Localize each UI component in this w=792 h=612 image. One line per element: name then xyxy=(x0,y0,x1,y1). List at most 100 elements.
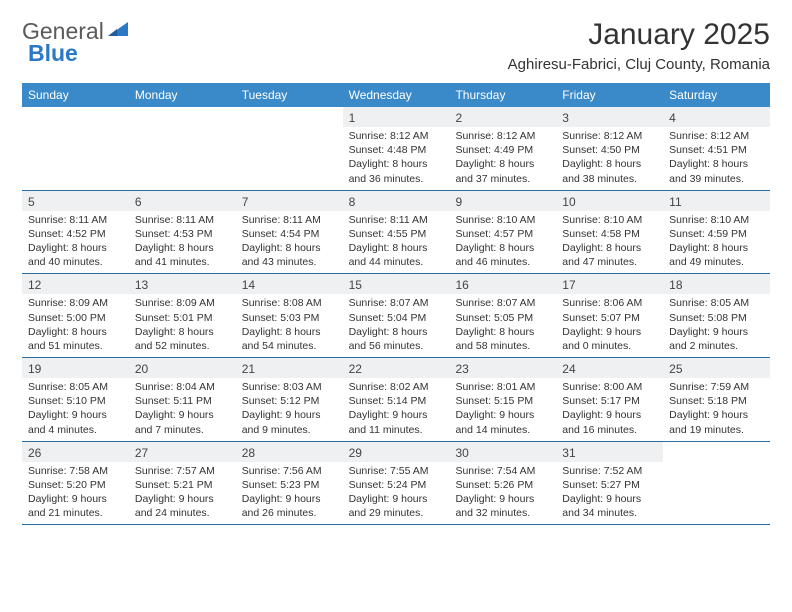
daylight-text-line2: and 44 minutes. xyxy=(349,255,444,269)
logo-text-blue: Blue xyxy=(28,40,78,66)
sunrise-text: Sunrise: 7:54 AM xyxy=(455,464,550,478)
day-number: 30 xyxy=(449,442,556,462)
day-cell: 17Sunrise: 8:06 AMSunset: 5:07 PMDayligh… xyxy=(556,274,663,357)
sunrise-text: Sunrise: 8:07 AM xyxy=(455,296,550,310)
day-body: Sunrise: 7:52 AMSunset: 5:27 PMDaylight:… xyxy=(556,464,663,525)
daylight-text-line1: Daylight: 8 hours xyxy=(242,325,337,339)
sunset-text: Sunset: 5:23 PM xyxy=(242,478,337,492)
daylight-text-line2: and 38 minutes. xyxy=(562,172,657,186)
daylight-text-line2: and 51 minutes. xyxy=(28,339,123,353)
daylight-text-line1: Daylight: 8 hours xyxy=(669,241,764,255)
day-cell: 24Sunrise: 8:00 AMSunset: 5:17 PMDayligh… xyxy=(556,358,663,441)
day-number: 23 xyxy=(449,358,556,378)
day-body: Sunrise: 8:05 AMSunset: 5:10 PMDaylight:… xyxy=(22,380,129,441)
day-number: 18 xyxy=(663,274,770,294)
daylight-text-line2: and 36 minutes. xyxy=(349,172,444,186)
daylight-text-line1: Daylight: 8 hours xyxy=(455,325,550,339)
daylight-text-line2: and 32 minutes. xyxy=(455,506,550,520)
daylight-text-line1: Daylight: 8 hours xyxy=(349,325,444,339)
day-cell: 27Sunrise: 7:57 AMSunset: 5:21 PMDayligh… xyxy=(129,442,236,525)
daylight-text-line2: and 24 minutes. xyxy=(135,506,230,520)
day-body: Sunrise: 8:06 AMSunset: 5:07 PMDaylight:… xyxy=(556,296,663,357)
week-row: 19Sunrise: 8:05 AMSunset: 5:10 PMDayligh… xyxy=(22,358,770,442)
day-body: Sunrise: 8:12 AMSunset: 4:49 PMDaylight:… xyxy=(449,129,556,190)
daylight-text-line1: Daylight: 9 hours xyxy=(669,325,764,339)
day-number: 1 xyxy=(343,107,450,127)
daylight-text-line2: and 52 minutes. xyxy=(135,339,230,353)
sunset-text: Sunset: 4:48 PM xyxy=(349,143,444,157)
day-cell: 9Sunrise: 8:10 AMSunset: 4:57 PMDaylight… xyxy=(449,191,556,274)
sunset-text: Sunset: 5:15 PM xyxy=(455,394,550,408)
day-body: Sunrise: 8:05 AMSunset: 5:08 PMDaylight:… xyxy=(663,296,770,357)
day-number: 8 xyxy=(343,191,450,211)
daylight-text-line1: Daylight: 9 hours xyxy=(562,492,657,506)
sunrise-text: Sunrise: 7:56 AM xyxy=(242,464,337,478)
sunrise-text: Sunrise: 7:59 AM xyxy=(669,380,764,394)
weekday-thursday: Thursday xyxy=(449,83,556,107)
day-number: 6 xyxy=(129,191,236,211)
sunrise-text: Sunrise: 8:00 AM xyxy=(562,380,657,394)
day-cell: 23Sunrise: 8:01 AMSunset: 5:15 PMDayligh… xyxy=(449,358,556,441)
day-cell: 4Sunrise: 8:12 AMSunset: 4:51 PMDaylight… xyxy=(663,107,770,190)
daylight-text-line1: Daylight: 8 hours xyxy=(28,241,123,255)
day-cell: 14Sunrise: 8:08 AMSunset: 5:03 PMDayligh… xyxy=(236,274,343,357)
daylight-text-line2: and 37 minutes. xyxy=(455,172,550,186)
daylight-text-line2: and 9 minutes. xyxy=(242,423,337,437)
daylight-text-line1: Daylight: 9 hours xyxy=(135,408,230,422)
day-body: Sunrise: 8:07 AMSunset: 5:05 PMDaylight:… xyxy=(449,296,556,357)
sunset-text: Sunset: 5:10 PM xyxy=(28,394,123,408)
day-number: 13 xyxy=(129,274,236,294)
sunrise-text: Sunrise: 8:03 AM xyxy=(242,380,337,394)
daylight-text-line1: Daylight: 8 hours xyxy=(135,241,230,255)
daylight-text-line2: and 43 minutes. xyxy=(242,255,337,269)
week-row: 5Sunrise: 8:11 AMSunset: 4:52 PMDaylight… xyxy=(22,191,770,275)
sunset-text: Sunset: 5:21 PM xyxy=(135,478,230,492)
calendar: SundayMondayTuesdayWednesdayThursdayFrid… xyxy=(22,83,770,525)
day-cell: 29Sunrise: 7:55 AMSunset: 5:24 PMDayligh… xyxy=(343,442,450,525)
day-number: 14 xyxy=(236,274,343,294)
sunset-text: Sunset: 5:27 PM xyxy=(562,478,657,492)
day-cell: 7Sunrise: 8:11 AMSunset: 4:54 PMDaylight… xyxy=(236,191,343,274)
day-body: Sunrise: 8:10 AMSunset: 4:58 PMDaylight:… xyxy=(556,213,663,274)
daylight-text-line1: Daylight: 8 hours xyxy=(562,157,657,171)
day-number: 4 xyxy=(663,107,770,127)
day-cell: 25Sunrise: 7:59 AMSunset: 5:18 PMDayligh… xyxy=(663,358,770,441)
daylight-text-line2: and 16 minutes. xyxy=(562,423,657,437)
day-number: 7 xyxy=(236,191,343,211)
week-row: 12Sunrise: 8:09 AMSunset: 5:00 PMDayligh… xyxy=(22,274,770,358)
day-cell: 12Sunrise: 8:09 AMSunset: 5:00 PMDayligh… xyxy=(22,274,129,357)
daylight-text-line1: Daylight: 8 hours xyxy=(28,325,123,339)
daylight-text-line2: and 41 minutes. xyxy=(135,255,230,269)
daylight-text-line1: Daylight: 9 hours xyxy=(349,492,444,506)
sunrise-text: Sunrise: 8:09 AM xyxy=(28,296,123,310)
daylight-text-line2: and 54 minutes. xyxy=(242,339,337,353)
sunset-text: Sunset: 5:07 PM xyxy=(562,311,657,325)
day-body: Sunrise: 8:12 AMSunset: 4:51 PMDaylight:… xyxy=(663,129,770,190)
sunrise-text: Sunrise: 7:58 AM xyxy=(28,464,123,478)
daylight-text-line1: Daylight: 8 hours xyxy=(455,241,550,255)
daylight-text-line1: Daylight: 9 hours xyxy=(28,408,123,422)
sunset-text: Sunset: 4:49 PM xyxy=(455,143,550,157)
sunrise-text: Sunrise: 8:06 AM xyxy=(562,296,657,310)
day-body: Sunrise: 7:54 AMSunset: 5:26 PMDaylight:… xyxy=(449,464,556,525)
day-body: Sunrise: 8:01 AMSunset: 5:15 PMDaylight:… xyxy=(449,380,556,441)
day-cell: 31Sunrise: 7:52 AMSunset: 5:27 PMDayligh… xyxy=(556,442,663,525)
sunset-text: Sunset: 5:12 PM xyxy=(242,394,337,408)
daylight-text-line1: Daylight: 9 hours xyxy=(455,408,550,422)
day-number: 5 xyxy=(22,191,129,211)
sunrise-text: Sunrise: 8:11 AM xyxy=(28,213,123,227)
day-number xyxy=(129,107,236,127)
daylight-text-line1: Daylight: 9 hours xyxy=(28,492,123,506)
day-body: Sunrise: 7:59 AMSunset: 5:18 PMDaylight:… xyxy=(663,380,770,441)
daylight-text-line2: and 14 minutes. xyxy=(455,423,550,437)
day-body: Sunrise: 7:58 AMSunset: 5:20 PMDaylight:… xyxy=(22,464,129,525)
daylight-text-line2: and 39 minutes. xyxy=(669,172,764,186)
day-cell: 18Sunrise: 8:05 AMSunset: 5:08 PMDayligh… xyxy=(663,274,770,357)
day-cell: 11Sunrise: 8:10 AMSunset: 4:59 PMDayligh… xyxy=(663,191,770,274)
day-body: Sunrise: 8:10 AMSunset: 4:59 PMDaylight:… xyxy=(663,213,770,274)
daylight-text-line1: Daylight: 9 hours xyxy=(242,492,337,506)
sunset-text: Sunset: 4:57 PM xyxy=(455,227,550,241)
sunset-text: Sunset: 4:53 PM xyxy=(135,227,230,241)
sunset-text: Sunset: 4:52 PM xyxy=(28,227,123,241)
daylight-text-line2: and 11 minutes. xyxy=(349,423,444,437)
